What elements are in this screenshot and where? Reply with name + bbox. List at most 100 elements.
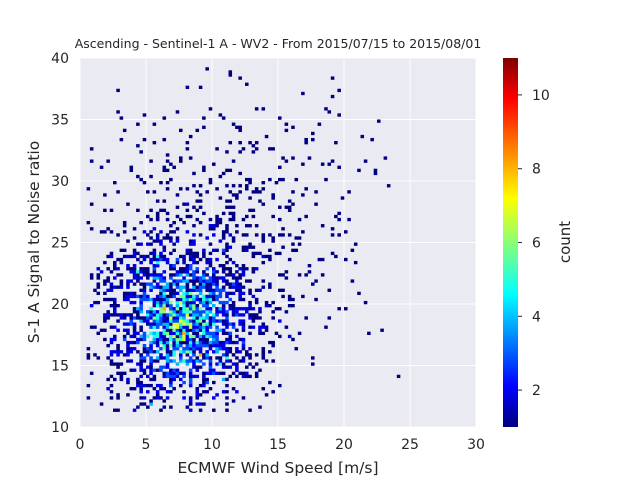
heatmap-cell <box>208 334 213 339</box>
heatmap-cell <box>159 387 163 391</box>
heatmap-cell <box>116 313 120 317</box>
heatmap-cell <box>198 193 203 197</box>
heatmap-cell <box>179 285 183 289</box>
heatmap-cell <box>188 325 193 329</box>
heatmap-cell <box>155 273 160 277</box>
heatmap-cell <box>185 362 190 366</box>
heatmap-cell <box>155 350 160 354</box>
heatmap-cell <box>159 322 163 326</box>
heatmap-cell <box>195 313 200 317</box>
heatmap-cell <box>228 267 233 271</box>
heatmap-cell <box>225 184 229 188</box>
heatmap-cell <box>179 156 183 160</box>
heatmap-cell <box>146 190 150 194</box>
heatmap-cell <box>215 220 219 225</box>
heatmap-cell <box>165 362 170 366</box>
heatmap-cell <box>109 282 114 286</box>
heatmap-cell <box>136 337 140 342</box>
heatmap-cell <box>251 214 256 219</box>
heatmap-cell <box>235 282 239 286</box>
heatmap-cell <box>146 214 150 219</box>
heatmap-cell <box>221 322 226 326</box>
heatmap-cell <box>258 251 262 256</box>
heatmap-cell <box>228 359 233 363</box>
heatmap-cell <box>142 343 147 348</box>
heatmap-cell <box>152 325 157 329</box>
heatmap-cell <box>136 174 140 179</box>
heatmap-cell <box>188 297 193 302</box>
heatmap-cell <box>162 343 167 348</box>
heatmap-cell <box>165 294 170 299</box>
heatmap-cell <box>202 337 206 342</box>
heatmap-cell <box>225 325 229 329</box>
heatmap-cell <box>179 371 183 375</box>
heatmap-cell <box>202 340 206 345</box>
heatmap-cell <box>152 122 157 126</box>
heatmap-cell <box>122 316 127 320</box>
heatmap-cell <box>132 347 137 351</box>
heatmap-cell <box>271 390 275 394</box>
heatmap-cell <box>212 316 216 320</box>
heatmap-cell <box>248 316 252 320</box>
heatmap-cell <box>188 313 193 317</box>
chart-title: Ascending - Sentinel-1 A - WV2 - From 20… <box>75 36 482 51</box>
heatmap-cell <box>248 208 252 213</box>
heatmap-cell <box>116 190 120 194</box>
heatmap-cell <box>271 239 275 243</box>
heatmap-cell <box>208 356 213 360</box>
heatmap-cell <box>165 322 170 326</box>
heatmap-cell <box>175 236 180 240</box>
heatmap-cell <box>215 294 219 299</box>
heatmap-cell <box>162 270 167 274</box>
heatmap-cell <box>169 405 173 409</box>
heatmap-cell <box>162 294 167 299</box>
heatmap-cell <box>221 270 226 274</box>
heatmap-cell <box>162 288 167 292</box>
heatmap-cell <box>195 347 200 351</box>
heatmap-cell <box>301 294 305 299</box>
heatmap-cell <box>198 328 203 332</box>
heatmap-cell <box>175 257 180 262</box>
heatmap-cell <box>208 279 213 283</box>
heatmap-cell <box>165 181 170 185</box>
heatmap-cell <box>225 356 229 360</box>
heatmap-cell <box>271 300 275 305</box>
heatmap-cell <box>106 276 110 280</box>
heatmap-cell <box>278 165 282 169</box>
heatmap-cell <box>142 294 147 299</box>
heatmap-cell <box>344 307 348 311</box>
heatmap-cell <box>165 374 170 379</box>
heatmap-cell <box>205 267 209 271</box>
heatmap-cell <box>165 211 170 216</box>
heatmap-cell <box>297 331 302 336</box>
heatmap-cell <box>208 322 213 326</box>
heatmap-cell <box>301 162 305 166</box>
heatmap-cell <box>254 300 259 305</box>
heatmap-cell <box>185 307 190 311</box>
heatmap-cell <box>188 328 193 332</box>
heatmap-cell <box>185 310 190 314</box>
heatmap-cell <box>198 220 203 225</box>
heatmap-cell <box>89 147 94 151</box>
heatmap-cell <box>195 359 200 363</box>
heatmap-cell <box>169 350 173 354</box>
heatmap-cell <box>182 310 186 314</box>
heatmap-cell <box>185 294 190 299</box>
heatmap-cell <box>235 362 239 366</box>
heatmap-cell <box>228 190 233 194</box>
heatmap-cell <box>225 319 229 323</box>
heatmap-cell <box>212 350 216 354</box>
heatmap-cell <box>225 350 229 354</box>
heatmap-cell <box>251 313 256 317</box>
heatmap-cell <box>304 316 308 320</box>
heatmap-cell <box>106 297 110 302</box>
heatmap-cell <box>195 334 200 339</box>
heatmap-cell <box>142 396 147 400</box>
heatmap-cell <box>172 371 176 375</box>
heatmap-cell <box>258 310 262 314</box>
heatmap-cell <box>142 113 147 117</box>
heatmap-cell <box>89 304 94 308</box>
heatmap-cell <box>119 257 124 262</box>
heatmap-cell <box>185 202 190 206</box>
heatmap-cell <box>195 267 200 271</box>
